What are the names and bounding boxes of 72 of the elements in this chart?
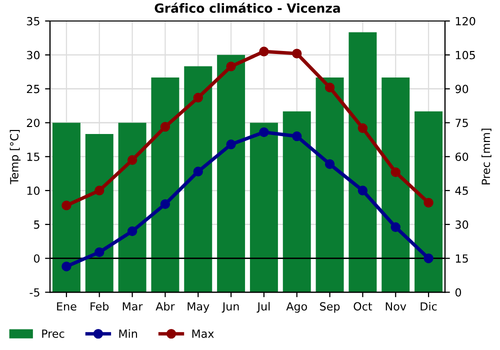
y-tick-label: -5 bbox=[30, 288, 40, 297]
x-tick-label: Feb bbox=[90, 302, 109, 311]
x-tick-label: Sep bbox=[320, 302, 340, 313]
point bbox=[226, 140, 236, 150]
y2-tick-label: 45 bbox=[455, 186, 468, 195]
bar bbox=[118, 122, 146, 292]
bar bbox=[250, 122, 278, 292]
point bbox=[94, 186, 104, 196]
y-tick-label: 0 bbox=[34, 254, 40, 263]
x-tick-label: Oct bbox=[354, 302, 372, 311]
y2-tick-label: 120 bbox=[456, 16, 476, 26]
point bbox=[390, 167, 400, 178]
y2-axis-title: Prec [mm] bbox=[481, 128, 492, 184]
y-tick-label: 25 bbox=[26, 84, 40, 94]
point bbox=[127, 226, 138, 236]
bar bbox=[282, 111, 311, 292]
point bbox=[160, 122, 170, 132]
point bbox=[193, 166, 203, 176]
bar bbox=[348, 32, 377, 292]
point bbox=[324, 159, 335, 169]
point bbox=[259, 46, 269, 56]
point bbox=[358, 123, 368, 134]
point bbox=[160, 199, 170, 209]
point bbox=[94, 247, 104, 258]
x-tick-label: Nov bbox=[386, 302, 406, 311]
y2-tick-label: 90 bbox=[455, 84, 468, 94]
point bbox=[390, 222, 400, 232]
point bbox=[324, 82, 335, 92]
y2-tick-label: 15 bbox=[456, 254, 468, 263]
y-axis-title: Temp [°C] bbox=[10, 130, 21, 184]
chart-title: Gráfico climático - Vicenza bbox=[154, 2, 340, 13]
x-tick-label: Mar bbox=[122, 302, 143, 311]
point bbox=[193, 92, 203, 102]
bar bbox=[184, 66, 212, 292]
point bbox=[424, 198, 434, 208]
x-tick-label: Abr bbox=[156, 302, 175, 311]
legend-label: Prec bbox=[42, 330, 64, 338]
y-tick-label: 5 bbox=[34, 220, 40, 229]
bar bbox=[217, 54, 246, 292]
bar bbox=[85, 134, 114, 292]
point bbox=[62, 262, 72, 272]
point bbox=[62, 200, 72, 210]
bar bbox=[52, 122, 80, 292]
x-tick-label: May bbox=[188, 302, 210, 313]
bar bbox=[382, 78, 410, 292]
x-tick-label: Ago bbox=[286, 302, 307, 313]
y2-tick-label: 60 bbox=[456, 152, 468, 162]
bar bbox=[414, 111, 443, 292]
point bbox=[424, 253, 434, 264]
y2-tick-label: 30 bbox=[456, 220, 468, 229]
point bbox=[226, 62, 236, 72]
y-tick-label: 15 bbox=[27, 152, 40, 162]
point bbox=[127, 155, 138, 165]
point bbox=[292, 48, 302, 58]
x-tick-label: Ene bbox=[57, 302, 76, 311]
x-tick-label: Jun bbox=[222, 302, 239, 313]
y-tick-label: 20 bbox=[26, 118, 40, 128]
point bbox=[358, 186, 368, 196]
y-tick-label: 10 bbox=[27, 186, 40, 195]
x-tick-label: Dic bbox=[420, 302, 437, 311]
legend-label: Max bbox=[192, 330, 214, 338]
point bbox=[292, 131, 302, 142]
y-tick-label: 35 bbox=[26, 16, 40, 26]
x-tick-label: Jul bbox=[256, 302, 270, 313]
y-tick-label: 30 bbox=[26, 50, 40, 60]
bar bbox=[151, 78, 180, 292]
bar bbox=[316, 78, 344, 292]
y2-tick-label: 0 bbox=[455, 288, 462, 297]
y2-tick-label: 75 bbox=[456, 118, 468, 128]
legend-label: Min bbox=[119, 329, 137, 338]
point bbox=[259, 127, 269, 138]
y2-tick-label: 105 bbox=[456, 50, 475, 60]
